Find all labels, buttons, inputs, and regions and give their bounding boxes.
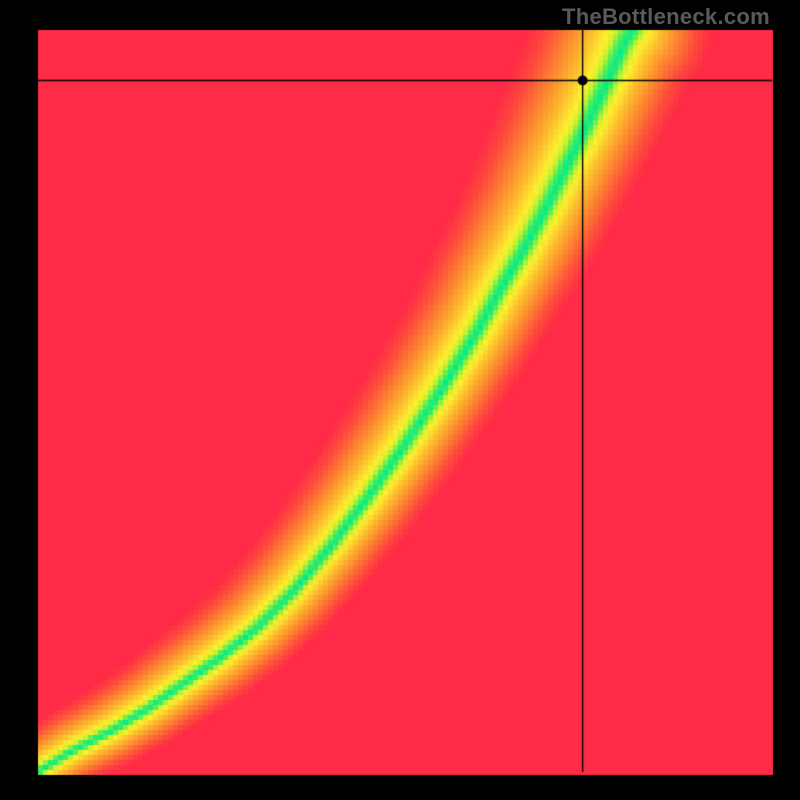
chart-container: { "watermark": "TheBottleneck.com", "cha… — [0, 0, 800, 800]
crosshair-overlay — [0, 0, 800, 800]
watermark-text: TheBottleneck.com — [562, 4, 770, 30]
